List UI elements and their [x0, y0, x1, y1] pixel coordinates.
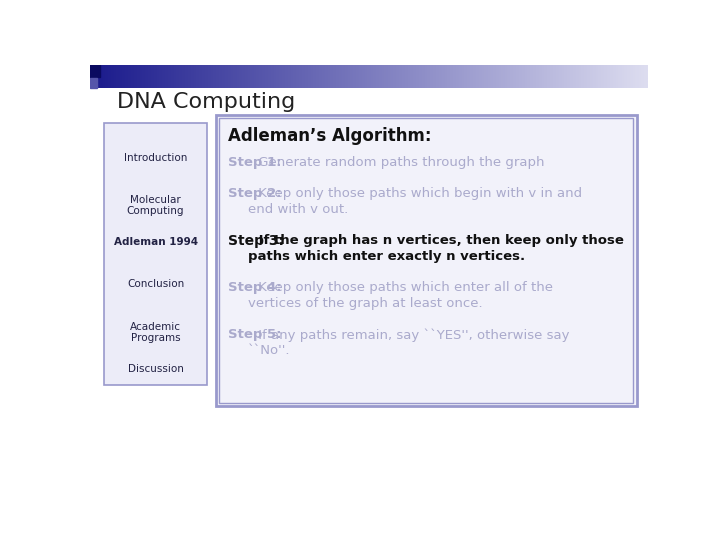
Text: Adleman 1994: Adleman 1994: [114, 237, 197, 247]
Text: Generate random paths through the graph: Generate random paths through the graph: [254, 156, 545, 169]
Text: Introduction: Introduction: [124, 153, 187, 163]
Bar: [90, 65, 100, 77]
Text: If the graph has n vertices, then keep only those: If the graph has n vertices, then keep o…: [254, 234, 624, 247]
Text: Discussion: Discussion: [127, 364, 184, 374]
Text: paths which enter exactly n vertices.: paths which enter exactly n vertices.: [248, 250, 525, 263]
Text: vertices of the graph at least once.: vertices of the graph at least once.: [248, 297, 482, 310]
Text: Step 4:: Step 4:: [228, 281, 282, 294]
Text: If any paths remain, say ``YES'', otherwise say: If any paths remain, say ``YES'', otherw…: [254, 328, 570, 342]
Text: DNA Computing: DNA Computing: [117, 92, 295, 112]
Text: end with v out.: end with v out.: [248, 203, 348, 216]
Text: Keep only those paths which begin with v in and: Keep only those paths which begin with v…: [254, 187, 582, 200]
Text: Step 5:: Step 5:: [228, 328, 282, 341]
Text: Step 2:: Step 2:: [228, 187, 282, 200]
Text: Conclusion: Conclusion: [127, 279, 184, 289]
Text: Molecular
Computing: Molecular Computing: [127, 195, 184, 217]
Text: Step 3:: Step 3:: [228, 234, 284, 248]
FancyBboxPatch shape: [104, 123, 207, 385]
Text: Adleman’s Algorithm:: Adleman’s Algorithm:: [228, 127, 431, 145]
Text: Step 1:: Step 1:: [228, 156, 282, 169]
Text: ``No''.: ``No''.: [248, 344, 290, 357]
Text: Academic
Programs: Academic Programs: [130, 322, 181, 343]
Text: Keep only those paths which enter all of the: Keep only those paths which enter all of…: [254, 281, 554, 294]
FancyBboxPatch shape: [215, 114, 637, 406]
Bar: [90, 78, 96, 87]
